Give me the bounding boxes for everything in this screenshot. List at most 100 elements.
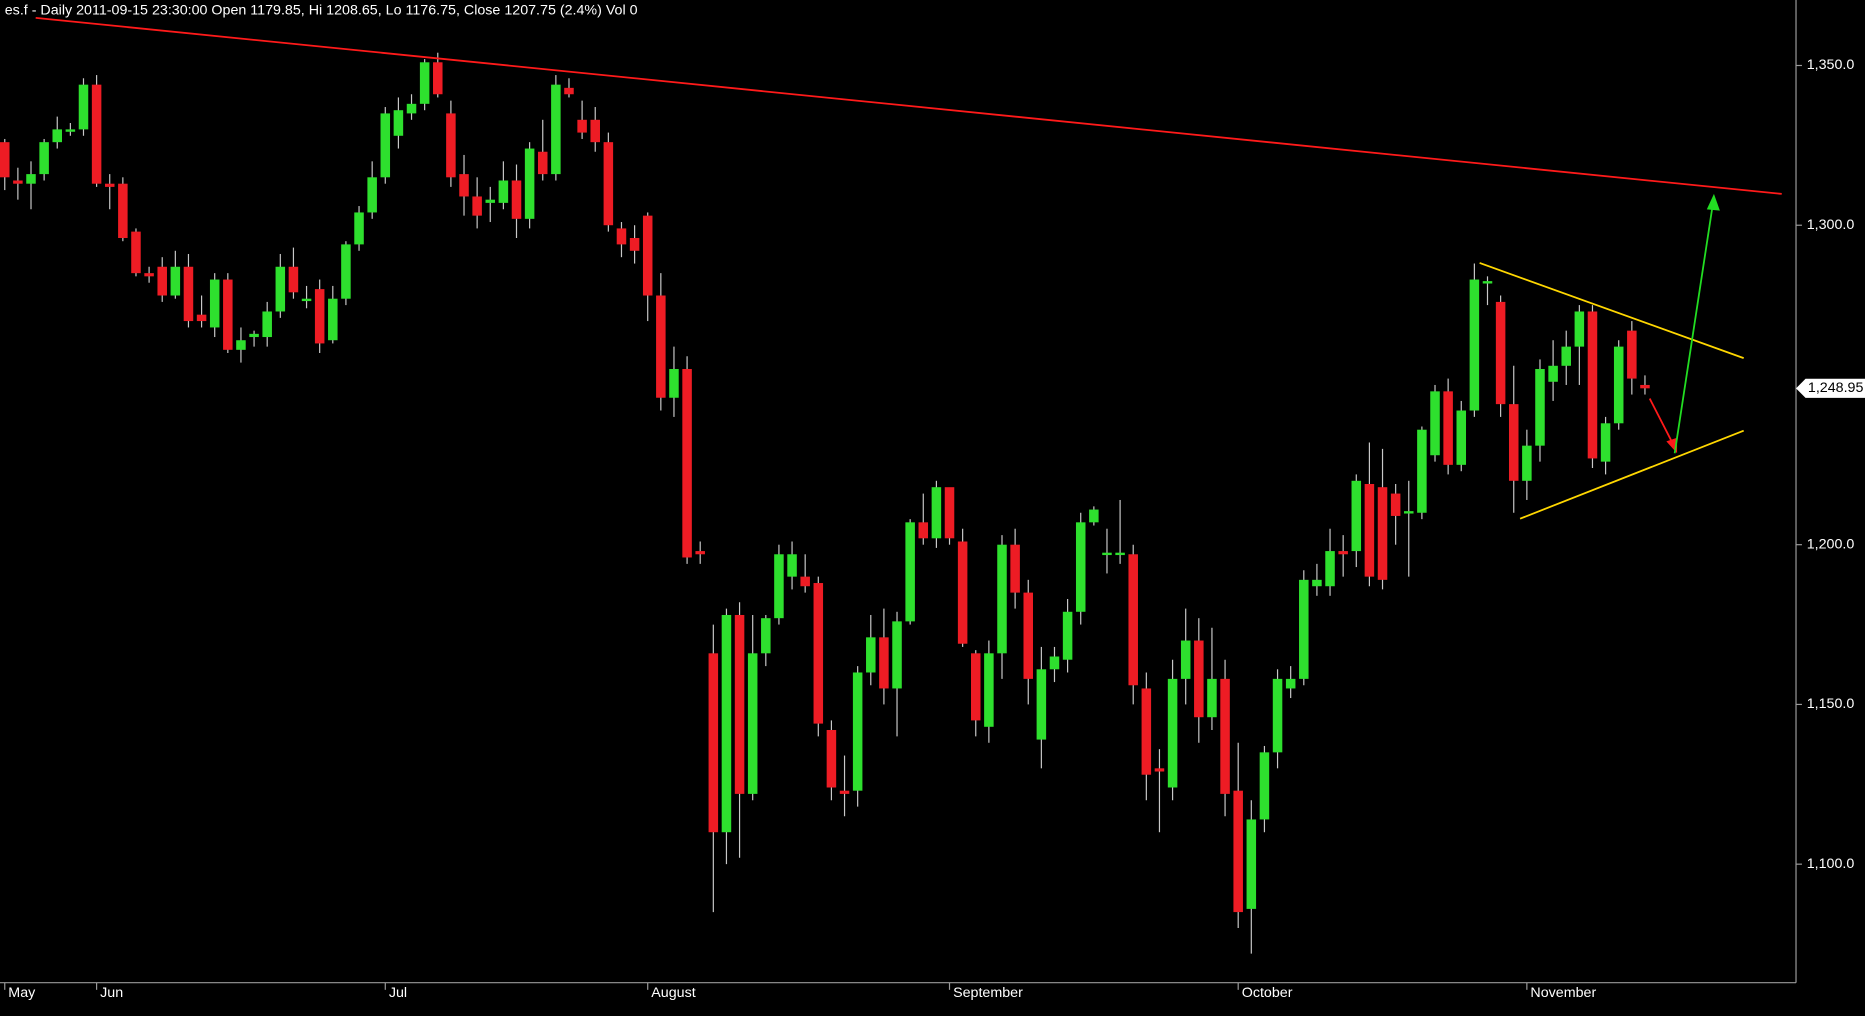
candle-body bbox=[380, 113, 391, 178]
candle-body bbox=[1561, 346, 1571, 366]
candle-body bbox=[852, 672, 863, 791]
candle-body bbox=[446, 113, 456, 178]
candle-body bbox=[642, 215, 653, 296]
candle-body bbox=[275, 266, 286, 312]
candle-body bbox=[826, 729, 837, 788]
candle-body bbox=[0, 142, 10, 178]
candle-body bbox=[551, 84, 561, 175]
candle-body bbox=[288, 266, 299, 293]
candle-body bbox=[1627, 330, 1637, 379]
x-tick-label: May bbox=[8, 985, 36, 1001]
candle-body bbox=[1246, 819, 1257, 909]
y-tick-label: 1,350.0 bbox=[1807, 57, 1855, 73]
candle-body bbox=[524, 148, 535, 219]
candle-body bbox=[1141, 688, 1152, 775]
candle-body bbox=[1049, 656, 1060, 670]
candle-body bbox=[223, 279, 233, 350]
candle-body bbox=[170, 266, 181, 296]
candle-body bbox=[537, 151, 548, 175]
candle-body bbox=[367, 177, 377, 213]
candle-body bbox=[656, 295, 666, 398]
candle-body bbox=[91, 84, 102, 184]
candle-body bbox=[1220, 678, 1230, 794]
candle-body bbox=[603, 142, 614, 226]
y-tick-label: 1,100.0 bbox=[1807, 856, 1855, 872]
candle-body bbox=[1456, 410, 1467, 465]
candle-body bbox=[314, 289, 325, 344]
candle-body bbox=[1128, 554, 1138, 686]
candle-body bbox=[1640, 384, 1650, 389]
last-price-marker bbox=[1796, 378, 1865, 398]
x-tick-label: October bbox=[1242, 985, 1293, 1001]
candle-body bbox=[787, 554, 797, 577]
candle-body bbox=[1312, 579, 1322, 587]
candle-body bbox=[1089, 509, 1099, 523]
candle-body bbox=[1010, 544, 1020, 593]
candle-body bbox=[1574, 311, 1585, 347]
candle-body bbox=[997, 544, 1007, 654]
candle-body bbox=[65, 129, 76, 132]
candle-body bbox=[341, 244, 351, 299]
candle-body bbox=[669, 368, 679, 398]
candle-body bbox=[78, 84, 89, 130]
candle-body bbox=[249, 333, 259, 338]
candle-body bbox=[328, 298, 338, 341]
candle-body bbox=[918, 522, 929, 539]
candle-body bbox=[1259, 752, 1270, 820]
candle-body bbox=[1194, 640, 1204, 718]
candle-body bbox=[1495, 301, 1506, 405]
candle-body bbox=[419, 62, 430, 104]
up-arrow bbox=[1673, 204, 1714, 454]
candle-body bbox=[1233, 790, 1243, 913]
plot bbox=[0, 52, 1650, 954]
down-arrow bbox=[1648, 398, 1675, 446]
candle-body bbox=[354, 212, 364, 245]
candle-body bbox=[1167, 678, 1178, 788]
candle-body bbox=[944, 487, 955, 539]
candle-body bbox=[813, 583, 824, 724]
candle-body bbox=[866, 637, 876, 673]
candle-body bbox=[393, 110, 404, 136]
candle-body bbox=[1062, 611, 1073, 660]
candle-body bbox=[1522, 445, 1532, 481]
candle-body bbox=[1364, 483, 1375, 577]
x-tick-label: November bbox=[1530, 985, 1596, 1001]
candle-body bbox=[1390, 493, 1401, 516]
candle-body bbox=[839, 790, 850, 794]
candle-body bbox=[1023, 592, 1034, 679]
resistance-trendline bbox=[35, 16, 1782, 195]
candle-body bbox=[892, 621, 902, 689]
candle-body bbox=[695, 551, 705, 555]
candle-body bbox=[747, 653, 758, 794]
candle-body bbox=[1417, 429, 1427, 513]
x-tick-label: August bbox=[651, 985, 695, 1001]
candle-body bbox=[1535, 368, 1545, 446]
candle-body bbox=[616, 228, 627, 245]
candle-body bbox=[1102, 552, 1112, 556]
candle-body bbox=[1285, 678, 1296, 689]
candle-body bbox=[761, 618, 771, 654]
x-tick-label: Jun bbox=[100, 985, 123, 1001]
candle-body bbox=[1325, 551, 1335, 587]
candle-body bbox=[1154, 768, 1165, 772]
candle-body bbox=[774, 554, 784, 619]
candle-body bbox=[52, 129, 63, 143]
candle-body bbox=[13, 180, 23, 184]
candle-body bbox=[1299, 579, 1309, 679]
candle-body bbox=[629, 238, 640, 251]
candle-body bbox=[708, 653, 719, 833]
y-tick-label: 1,300.0 bbox=[1807, 217, 1855, 233]
candle-body bbox=[1115, 552, 1125, 556]
candle-body bbox=[104, 183, 115, 187]
chart-title: es.f - Daily 2011-09-15 23:30:00 Open 11… bbox=[5, 2, 638, 18]
triangle-lower-line bbox=[1519, 429, 1745, 520]
candle-body bbox=[879, 637, 889, 689]
last-price-label: 1,248.95 bbox=[1808, 380, 1864, 396]
x-tick-label: Jul bbox=[389, 985, 407, 1001]
candle-body bbox=[1482, 281, 1493, 284]
candle-body bbox=[590, 119, 600, 143]
candle-body bbox=[1613, 346, 1624, 424]
candle-body bbox=[1548, 365, 1558, 382]
x-tick-label: September bbox=[953, 985, 1023, 1001]
